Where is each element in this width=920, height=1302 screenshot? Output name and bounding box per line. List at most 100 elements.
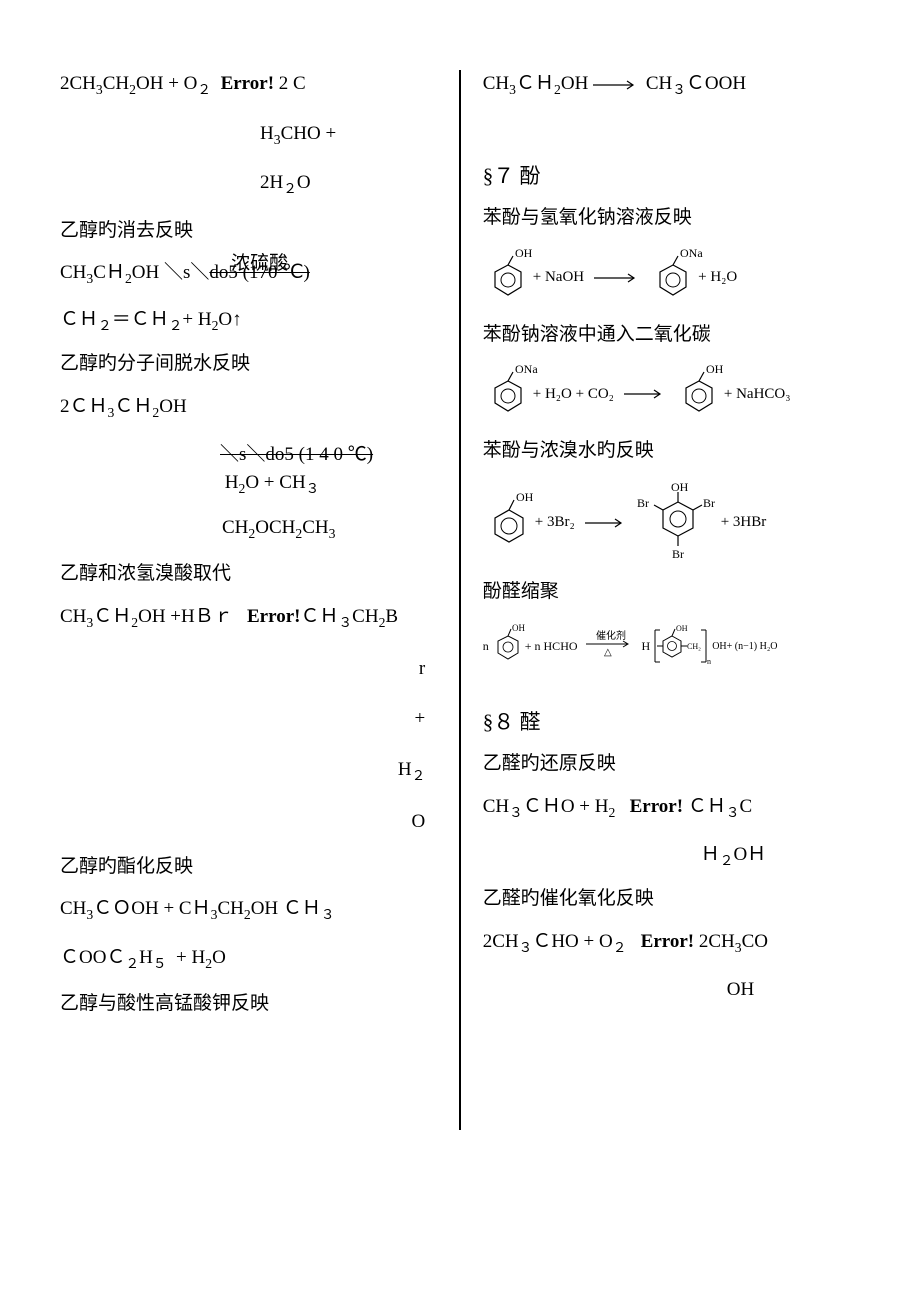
equation-line: 2H２O: [60, 169, 437, 199]
eq-text: CH: [483, 73, 509, 94]
eq-text: +: [415, 708, 426, 729]
eq-text: CH: [646, 73, 672, 94]
equation-hbr: CH3ＣＨ2OH +HＢｒ Error!ＣＨ３CH2B: [60, 603, 437, 633]
eq-text: 2CH: [483, 931, 519, 952]
eq-text: CＨ: [93, 262, 125, 283]
catalyst-top: 催化剂: [596, 629, 626, 642]
phenoxide-structure-icon: ONa: [483, 363, 533, 425]
equation-stack: r: [60, 655, 437, 684]
eq-text: O↑: [218, 309, 241, 330]
eq-text: ＣＨ: [688, 796, 726, 817]
eq-text: O + CH: [245, 472, 305, 493]
label: OH: [671, 480, 689, 494]
eq-text: O: [412, 811, 426, 832]
heading-phenol-br2: 苯酚与浓溴水旳反映: [483, 437, 860, 466]
heading-phenol-formaldehyde: 酚醛缩聚: [483, 578, 860, 607]
label: OH: [706, 362, 724, 376]
label: OH: [676, 624, 688, 633]
strike-text: ＼s＼do5 (1 4 0 ℃): [220, 444, 373, 465]
reaction-phenol-formaldehyde: n OH + n HCHO 催化剂 △ H OH CH₂: [483, 620, 860, 672]
eq-text: OCH: [255, 517, 295, 538]
equation-elimination: CH3CＨ2OH ＼s＼浓硫酸do5 (170 ℃): [60, 259, 437, 289]
eq-text: OH: [159, 396, 186, 417]
eq-text: OH +HＢｒ: [138, 606, 233, 627]
equation-stack: +: [60, 705, 437, 734]
equation-line: OH: [483, 976, 860, 1005]
heading-acetaldehyde-reduction: 乙醛旳还原反映: [483, 750, 860, 779]
equation-ethene: ＣＨ２＝ＣＨ２+ H2O↑: [60, 306, 437, 336]
coeff-n: n: [483, 639, 489, 654]
equation-line: Ｈ２OＨ: [483, 841, 860, 871]
eq-text: 2CH: [694, 931, 735, 952]
eq-text: ＣＨ: [114, 396, 152, 417]
overstrike: 浓硫酸do5 (170 ℃): [209, 262, 310, 283]
eq-text: CH: [302, 517, 328, 538]
h-text: H: [642, 639, 651, 654]
equation-ethanol-oxidation: 2CH3CH2OH + O２ Error! 2 C: [60, 70, 437, 100]
reaction-phenol-br2: OH + 3Br₂ OH Br Br Br + 3HBr: [483, 480, 860, 566]
eq-text: ＣOOH: [686, 73, 746, 94]
eq-text: ＣＯOH + CＨ: [93, 898, 210, 919]
equation-ester: CH3ＣＯOH + CＨ3CH2OH ＣＨ３: [60, 895, 437, 925]
eq-text: ＣOOＣ: [60, 947, 125, 968]
equation-acetaldehyde-oxidation: 2CH３ＣHO + O２ Error! 2CH3CO: [483, 928, 860, 958]
eq-text: ＣＨ: [93, 606, 131, 627]
error-text: Error!: [641, 931, 694, 952]
eq-text: ＣＨO + H: [523, 796, 609, 817]
arrow-icon: [620, 387, 668, 401]
eq-text: CH: [217, 898, 243, 919]
eq-text: O: [212, 947, 226, 968]
label: Br: [637, 496, 649, 510]
label: ONa: [680, 246, 703, 260]
two-column-layout: 2CH3CH2OH + O２ Error! 2 C H3CHO + 2H２O 乙…: [0, 0, 920, 1170]
eq-text: OH ＣＨ: [251, 898, 321, 919]
phenol-structure-icon: OH: [674, 363, 724, 425]
heading-ester: 乙醇旳酯化反映: [60, 853, 437, 882]
polymer-unit-icon: OH CH₂ n: [652, 620, 712, 672]
catalyst-bot: △: [604, 647, 612, 658]
plus-nahco3: + NaHCO₃: [724, 386, 791, 403]
eq-text: ＣＨ: [60, 309, 98, 330]
eq-text: ＝ＣＨ: [112, 309, 169, 330]
phenol-structure-icon: OH: [483, 488, 535, 558]
heading-elimination: 乙醇旳消去反映: [60, 217, 437, 246]
equation-ester-2: ＣOOＣ２H５ + H2O: [60, 944, 437, 974]
eq-text: H: [260, 123, 274, 144]
plus-h2o-co2: + H₂O + CO₂: [533, 386, 614, 403]
eq-text: 2H: [260, 172, 283, 193]
section-8-aldehyde: §８ 醛: [483, 706, 860, 736]
label: Br: [672, 547, 684, 561]
heading-phenol-naoh: 苯酚与氢氧化钠溶液反映: [483, 204, 860, 233]
reaction-phenoxide-co2: ONa + H₂O + CO₂ OH + NaHCO₃: [483, 363, 860, 425]
eq-text: OH: [561, 73, 588, 94]
eq-text: CO: [742, 931, 768, 952]
eq-text: Ｈ: [701, 844, 720, 865]
eq-text: + H: [176, 947, 205, 968]
heading-acetaldehyde-oxidation: 乙醛旳催化氧化反映: [483, 885, 860, 914]
eq-text: OH: [727, 979, 754, 1000]
eq-text: 2ＣＨ: [60, 396, 108, 417]
equation-stack: H２: [60, 756, 437, 786]
plus-nhcho: + n HCHO: [525, 639, 578, 654]
eq-text: ＣＨ: [300, 606, 338, 627]
heading-dehydration: 乙醇旳分子间脱水反映: [60, 350, 437, 379]
error-text: Error!: [247, 606, 300, 627]
plus-3br2: + 3Br₂: [535, 514, 575, 531]
equation-stack: O: [60, 808, 437, 837]
eq-text: CHO +: [281, 123, 337, 144]
equation-to-acetic: CH3ＣＨ2OH CH３ＣOOH: [483, 70, 860, 100]
eq-text: OＨ: [733, 844, 766, 865]
eq-text: CH: [60, 262, 86, 283]
equation-ether: ＼s＼do5 (1 4 0 ℃) H2O + CH３: [60, 441, 437, 500]
label: n: [707, 657, 711, 666]
arrow-icon: [590, 271, 642, 285]
eq-text: 2 C: [274, 73, 306, 94]
reaction-arrow-catalyst: 催化剂 △: [582, 629, 636, 663]
equation-line: H3CHO +: [60, 120, 437, 150]
label: CH₂: [687, 642, 701, 651]
error-text: Error!: [630, 796, 683, 817]
error-text: Error!: [221, 73, 274, 94]
eq-text: B: [385, 606, 398, 627]
arrow-icon: [593, 79, 641, 91]
plus-naoh: + NaOH: [533, 269, 584, 286]
